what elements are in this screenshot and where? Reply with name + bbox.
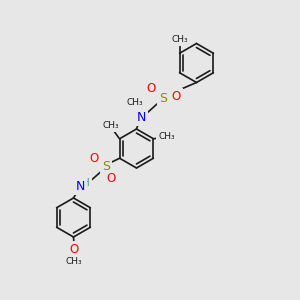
Text: O: O [89, 152, 98, 165]
Text: CH₃: CH₃ [103, 121, 119, 130]
Text: S: S [102, 160, 110, 173]
Text: CH₃: CH₃ [159, 132, 175, 141]
Text: H: H [82, 178, 90, 188]
Text: N: N [137, 111, 146, 124]
Text: CH₃: CH₃ [127, 98, 143, 107]
Text: O: O [70, 243, 79, 256]
Text: CH₃: CH₃ [171, 35, 188, 44]
Text: S: S [160, 92, 167, 105]
Text: O: O [146, 82, 155, 95]
Text: O: O [106, 172, 115, 185]
Text: N: N [75, 180, 85, 193]
Text: O: O [172, 90, 181, 104]
Text: CH₃: CH₃ [66, 257, 83, 266]
